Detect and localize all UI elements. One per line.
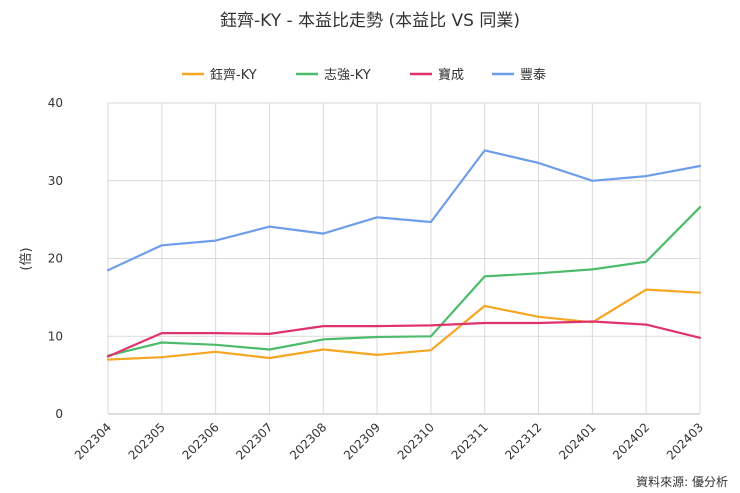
x-tick-label-202403: 202403 [664,420,706,462]
y-tick-label-20: 20 [48,252,63,266]
legend-label-3: 豐泰 [520,68,546,83]
x-tick-label-202309: 202309 [341,420,383,462]
x-tick-label-202311: 202311 [449,420,491,462]
y-axis-ticks: 0 10 20 30 40 [48,96,63,421]
series-line-0 [106,288,702,361]
legend-label-0: 鈺齊-KY [210,67,257,83]
x-tick-label-202401: 202401 [556,420,598,462]
x-tick-label-202305: 202305 [126,420,168,462]
y-tick-label-40: 40 [48,96,63,110]
x-tick-label-202304: 202304 [72,420,114,462]
x-tick-label-202308: 202308 [287,420,329,462]
y-tick-label-0: 0 [55,407,63,421]
x-tick-label-202402: 202402 [610,420,652,462]
x-tick-label-202310: 202310 [395,420,437,462]
chart-title: 鈺齊-KY - 本益比走勢 (本益比 VS 同業) [220,11,520,31]
legend-label-1: 志強-KY [324,68,371,83]
series-lines [106,149,702,361]
x-tick-label-202307: 202307 [233,420,275,462]
legend-label-2: 寶成 [438,67,464,83]
source-credit: 資料來源: 優分析 [636,475,728,489]
x-tick-label-202306: 202306 [179,420,221,462]
y-tick-label-10: 10 [48,329,63,343]
series-line-2 [106,320,702,358]
legend: 鈺齊-KY 志強-KY 寶成 豐泰 [182,67,546,83]
series-line-3 [106,149,702,272]
x-axis-ticks: 202304 202305 202306 202307 202308 202309 2023… [72,420,706,462]
y-axis-label: (倍) [19,247,34,270]
y-tick-label-30: 30 [48,174,63,188]
x-tick-label-202312: 202312 [502,420,544,462]
grid [107,102,701,415]
series-line-1 [106,206,702,357]
